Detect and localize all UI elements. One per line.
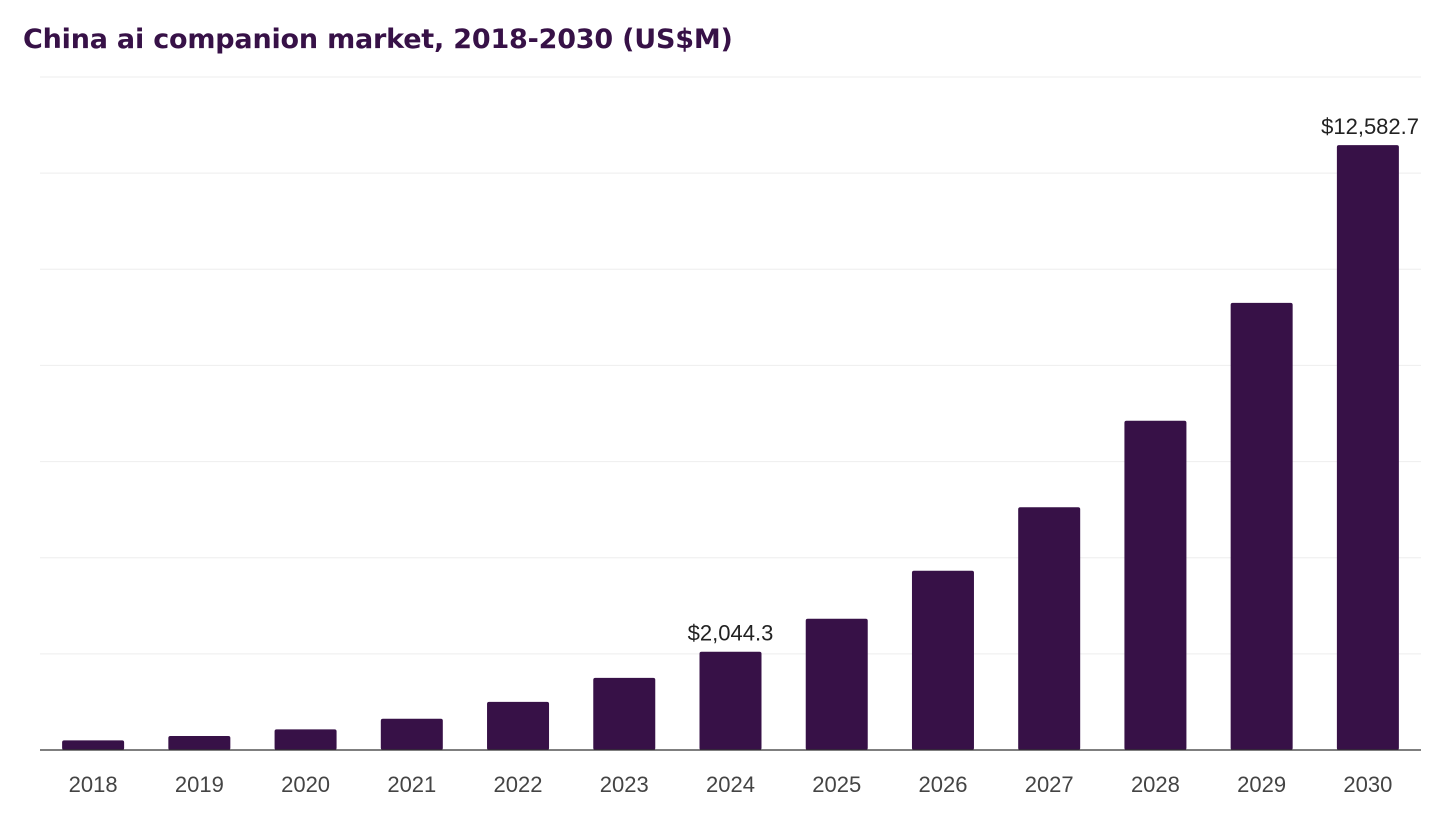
x-axis-tick-labels: 2018 2019 2020 2021 2022 2023 2024 2025 2026 2027… (69, 772, 1393, 797)
bar-2020[interactable] (274, 729, 337, 750)
data-label-2024: $2,044.3 (688, 621, 774, 646)
bar-2024[interactable] (699, 651, 762, 750)
bar-2021[interactable] (380, 718, 443, 750)
bar-2023[interactable] (593, 677, 656, 750)
bar-2018[interactable] (62, 740, 125, 750)
x-tick-label-2024: 2024 (706, 772, 755, 797)
x-tick-label-2029: 2029 (1237, 772, 1286, 797)
gridlines (40, 76, 1421, 655)
x-tick-label-2022: 2022 (494, 772, 543, 797)
chart-title: China ai companion market, 2018-2030 (US… (23, 24, 733, 55)
x-tick-label-2023: 2023 (600, 772, 649, 797)
x-tick-label-2019: 2019 (175, 772, 224, 797)
x-tick-label-2028: 2028 (1131, 772, 1180, 797)
x-tick-label-2025: 2025 (812, 772, 861, 797)
data-labels: $2,044.3 $12,582.7 (688, 114, 1419, 646)
bar-2026[interactable] (911, 570, 974, 750)
bar-2022[interactable] (487, 701, 550, 750)
bar-2025[interactable] (805, 618, 868, 750)
x-tick-label-2027: 2027 (1025, 772, 1074, 797)
x-tick-label-2018: 2018 (69, 772, 118, 797)
bar-2029[interactable] (1230, 302, 1293, 750)
bar-2030[interactable] (1336, 145, 1399, 750)
bar-2027[interactable] (1018, 507, 1081, 750)
x-tick-label-2020: 2020 (281, 772, 330, 797)
x-tick-label-2026: 2026 (918, 772, 967, 797)
bar-2019[interactable] (168, 736, 231, 750)
x-tick-label-2030: 2030 (1343, 772, 1392, 797)
data-label-2030: $12,582.7 (1321, 114, 1419, 139)
bars (62, 145, 1399, 750)
x-tick-label-2021: 2021 (387, 772, 436, 797)
bar-2028[interactable] (1124, 420, 1187, 750)
